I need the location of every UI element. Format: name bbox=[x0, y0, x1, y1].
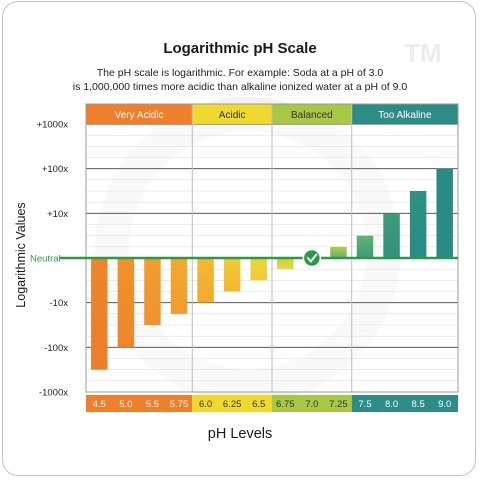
bar bbox=[436, 168, 453, 258]
x-axis-label: pH Levels bbox=[207, 426, 273, 442]
y-tick-label: -1000x bbox=[39, 388, 68, 399]
y-tick-label: +100x bbox=[42, 164, 68, 175]
category-header-band bbox=[192, 104, 272, 124]
x-tick-label: 6.25 bbox=[223, 399, 242, 410]
y-tick-label: +10x bbox=[47, 209, 68, 220]
x-tick-label: 7.25 bbox=[329, 399, 348, 410]
category-header-band bbox=[86, 104, 193, 124]
neutral-label: Neutral bbox=[30, 254, 61, 265]
bar bbox=[117, 258, 135, 348]
category-header-band bbox=[272, 104, 352, 124]
bar bbox=[356, 235, 374, 258]
x-tick-label: 5.0 bbox=[119, 399, 132, 410]
x-tick-label: 7.0 bbox=[305, 399, 318, 410]
bar bbox=[223, 258, 241, 292]
check-mark bbox=[306, 253, 318, 263]
category-footer-band bbox=[192, 395, 272, 412]
x-tick-label: 7.5 bbox=[358, 399, 371, 410]
bar bbox=[250, 258, 267, 281]
category-label: Too Alkaline bbox=[378, 110, 432, 121]
bar bbox=[91, 258, 108, 370]
category-label: Balanced bbox=[291, 110, 333, 121]
bar bbox=[330, 246, 347, 258]
y-tick-label: -100x bbox=[44, 343, 68, 354]
bar bbox=[383, 213, 400, 258]
x-tick-label: 5.75 bbox=[170, 399, 189, 410]
category-label: Very Acidic bbox=[115, 110, 164, 121]
x-tick-label: 6.0 bbox=[199, 399, 212, 410]
check-icon bbox=[302, 248, 322, 268]
x-tick-label: 9.0 bbox=[438, 399, 451, 410]
category-header-band bbox=[351, 104, 458, 124]
bar bbox=[277, 258, 294, 270]
x-tick-label: 8.0 bbox=[385, 399, 398, 410]
x-tick-label: 5.5 bbox=[146, 399, 159, 410]
category-footer-band bbox=[272, 395, 352, 412]
bar bbox=[409, 191, 427, 258]
category-footer-band bbox=[86, 395, 193, 412]
plot-outline bbox=[85, 103, 459, 393]
category-label: Acidic bbox=[219, 110, 246, 121]
watermark-tm: TM bbox=[404, 38, 442, 68]
chart-subtitle-line2: is 1,000,000 times more acidic than alka… bbox=[72, 81, 408, 93]
chart-subtitle-line1: The pH scale is logarithmic. For example… bbox=[96, 67, 384, 79]
y-tick-label: +1000x bbox=[37, 120, 69, 131]
category-footer-band bbox=[351, 395, 458, 412]
bar bbox=[197, 258, 214, 303]
x-tick-label: 6.75 bbox=[276, 399, 295, 410]
chart-title: Logarithmic pH Scale bbox=[163, 40, 317, 57]
x-tick-label: 4.5 bbox=[93, 399, 106, 410]
y-tick-label: -10x bbox=[50, 298, 69, 309]
x-tick-label: 8.5 bbox=[412, 399, 425, 410]
x-tick-label: 6.5 bbox=[252, 399, 265, 410]
bar bbox=[170, 258, 188, 314]
bar bbox=[144, 258, 161, 325]
